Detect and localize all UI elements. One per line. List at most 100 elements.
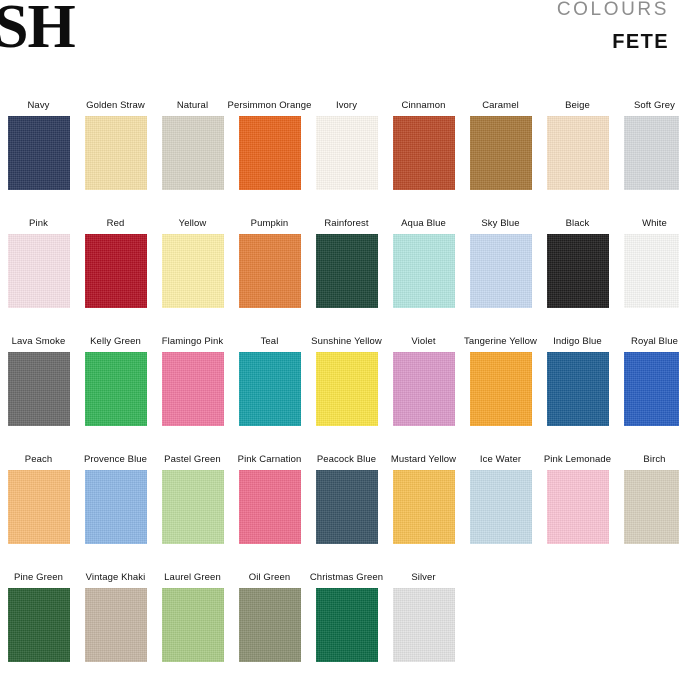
fabric-swatch-chip[interactable]	[85, 116, 147, 190]
colour-swatch-aqua-blue[interactable]: Aqua Blue	[385, 218, 462, 336]
swatch-label: Mustard Yellow	[391, 454, 456, 470]
colour-swatch-provence-blue[interactable]: Provence Blue	[77, 454, 154, 572]
colour-swatch-flamingo-pink[interactable]: Flamingo Pink	[154, 336, 231, 454]
fabric-swatch-chip[interactable]	[624, 234, 679, 308]
fabric-swatch-chip[interactable]	[393, 234, 455, 308]
fabric-swatch-chip[interactable]	[316, 352, 378, 426]
fabric-swatch-chip[interactable]	[316, 116, 378, 190]
colour-swatch-pumpkin[interactable]: Pumpkin	[231, 218, 308, 336]
fabric-swatch-chip[interactable]	[470, 352, 532, 426]
colour-swatch-peacock-blue[interactable]: Peacock Blue	[308, 454, 385, 572]
fabric-swatch-chip[interactable]	[162, 470, 224, 544]
colour-swatch-indigo-blue[interactable]: Indigo Blue	[539, 336, 616, 454]
colour-swatch-christmas-green[interactable]: Christmas Green	[308, 572, 385, 690]
colour-swatch-yellow[interactable]: Yellow	[154, 218, 231, 336]
fabric-swatch-chip[interactable]	[85, 588, 147, 662]
colour-swatch-sunshine-yellow[interactable]: Sunshine Yellow	[308, 336, 385, 454]
colour-swatch-pink-lemonade[interactable]: Pink Lemonade	[539, 454, 616, 572]
fabric-swatch-chip[interactable]	[470, 470, 532, 544]
swatch-chip-wrap	[547, 470, 609, 544]
colour-swatch-white[interactable]: White	[616, 218, 679, 336]
colour-swatch-caramel[interactable]: Caramel	[462, 100, 539, 218]
colour-swatch-rainforest[interactable]: Rainforest	[308, 218, 385, 336]
fabric-swatch-chip[interactable]	[393, 352, 455, 426]
swatch-chip-wrap	[547, 352, 609, 426]
fabric-swatch-chip[interactable]	[8, 470, 70, 544]
swatch-chip-wrap	[470, 116, 532, 190]
colour-swatch-pastel-green[interactable]: Pastel Green	[154, 454, 231, 572]
colour-swatch-birch[interactable]: Birch	[616, 454, 679, 572]
colour-swatch-soft-grey[interactable]: Soft Grey	[616, 100, 679, 218]
colour-swatch-royal-blue[interactable]: Royal Blue	[616, 336, 679, 454]
colour-swatch-vintage-khaki[interactable]: Vintage Khaki	[77, 572, 154, 690]
fabric-swatch-chip[interactable]	[162, 116, 224, 190]
fabric-swatch-chip[interactable]	[85, 352, 147, 426]
colour-swatch-teal[interactable]: Teal	[231, 336, 308, 454]
fabric-swatch-chip[interactable]	[547, 470, 609, 544]
fabric-swatch-chip[interactable]	[162, 588, 224, 662]
fabric-swatch-chip[interactable]	[239, 352, 301, 426]
colour-swatch-ivory[interactable]: Ivory	[308, 100, 385, 218]
fabric-swatch-chip[interactable]	[316, 588, 378, 662]
colour-swatch-mustard-yellow[interactable]: Mustard Yellow	[385, 454, 462, 572]
fabric-swatch-chip[interactable]	[624, 116, 679, 190]
colour-swatch-laurel-green[interactable]: Laurel Green	[154, 572, 231, 690]
fabric-swatch-chip[interactable]	[162, 234, 224, 308]
swatch-label: Pumpkin	[251, 218, 289, 234]
colour-swatch-oil-green[interactable]: Oil Green	[231, 572, 308, 690]
fabric-swatch-chip[interactable]	[393, 116, 455, 190]
colour-swatch-black[interactable]: Black	[539, 218, 616, 336]
fabric-swatch-chip[interactable]	[239, 234, 301, 308]
fabric-swatch-chip[interactable]	[470, 116, 532, 190]
swatch-label: Navy	[27, 100, 49, 116]
colour-swatch-lava-smoke[interactable]: Lava Smoke	[0, 336, 77, 454]
colour-swatch-ice-water[interactable]: Ice Water	[462, 454, 539, 572]
swatch-chip-wrap	[316, 470, 378, 544]
fabric-swatch-chip[interactable]	[316, 470, 378, 544]
colour-swatch-beige[interactable]: Beige	[539, 100, 616, 218]
swatch-label: Ice Water	[480, 454, 521, 470]
colour-swatch-cinnamon[interactable]: Cinnamon	[385, 100, 462, 218]
fabric-swatch-chip[interactable]	[85, 470, 147, 544]
fabric-swatch-chip[interactable]	[8, 352, 70, 426]
fabric-swatch-chip[interactable]	[393, 470, 455, 544]
colour-swatch-tangerine-yellow[interactable]: Tangerine Yellow	[462, 336, 539, 454]
swatch-chip-wrap	[470, 352, 532, 426]
colour-swatch-peach[interactable]: Peach	[0, 454, 77, 572]
fabric-swatch-chip[interactable]	[8, 588, 70, 662]
colour-swatch-kelly-green[interactable]: Kelly Green	[77, 336, 154, 454]
swatch-label: Ivory	[336, 100, 357, 116]
fabric-swatch-chip[interactable]	[316, 234, 378, 308]
fabric-swatch-chip[interactable]	[547, 116, 609, 190]
fabric-swatch-chip[interactable]	[624, 470, 679, 544]
fabric-swatch-chip[interactable]	[547, 352, 609, 426]
fabric-swatch-chip[interactable]	[8, 116, 70, 190]
swatch-label: Golden Straw	[86, 100, 145, 116]
colour-swatch-pink[interactable]: Pink	[0, 218, 77, 336]
fabric-swatch-chip[interactable]	[239, 116, 301, 190]
colour-swatch-pine-green[interactable]: Pine Green	[0, 572, 77, 690]
colour-swatch-navy[interactable]: Navy	[0, 100, 77, 218]
fabric-swatch-chip[interactable]	[470, 234, 532, 308]
fabric-swatch-chip[interactable]	[393, 588, 455, 662]
swatch-chip-wrap	[470, 234, 532, 308]
fabric-swatch-chip[interactable]	[547, 234, 609, 308]
fabric-swatch-chip[interactable]	[85, 234, 147, 308]
colour-swatch-sky-blue[interactable]: Sky Blue	[462, 218, 539, 336]
fabric-swatch-chip[interactable]	[162, 352, 224, 426]
colour-swatch-golden-straw[interactable]: Golden Straw	[77, 100, 154, 218]
fabric-swatch-chip[interactable]	[239, 588, 301, 662]
swatch-chip-wrap	[162, 588, 224, 662]
colour-swatch-silver[interactable]: Silver	[385, 572, 462, 690]
fabric-swatch-chip[interactable]	[239, 470, 301, 544]
page-header: SH COLOURS FETE	[0, 0, 679, 92]
fabric-swatch-chip[interactable]	[8, 234, 70, 308]
colour-swatch-pink-carnation[interactable]: Pink Carnation	[231, 454, 308, 572]
colour-swatch-persimmon-orange[interactable]: Persimmon Orange	[231, 100, 308, 218]
colour-swatch-red[interactable]: Red	[77, 218, 154, 336]
colour-swatch-violet[interactable]: Violet	[385, 336, 462, 454]
fabric-swatch-chip[interactable]	[624, 352, 679, 426]
colour-swatch-natural[interactable]: Natural	[154, 100, 231, 218]
